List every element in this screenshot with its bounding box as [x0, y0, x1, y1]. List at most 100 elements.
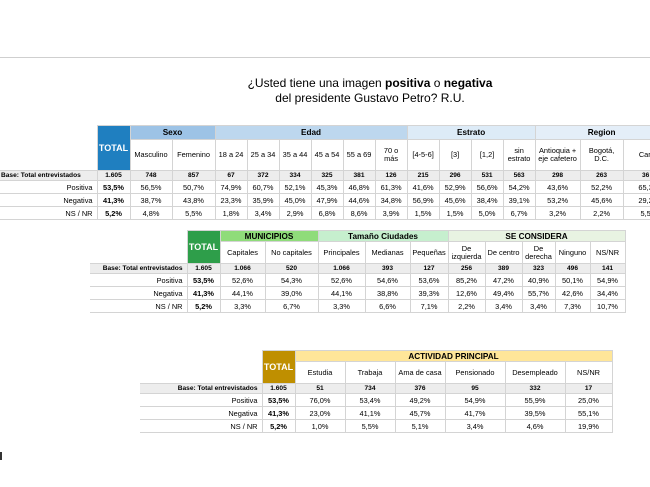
- cell: 50,1%: [554, 273, 591, 287]
- cell: 1,0%: [294, 419, 346, 433]
- cell: 41,1%: [344, 406, 396, 420]
- table-actividad: TOTAL ACTIVIDAD PRINCIPAL Estudia Trabaja Am…: [140, 350, 615, 433]
- cell: 1,5%: [406, 206, 440, 220]
- column-header: 35 a 44: [278, 139, 312, 171]
- cell: 19,9%: [564, 419, 613, 433]
- group-header: SE CONSIDERA: [447, 230, 626, 242]
- column-header: Femenino: [171, 139, 216, 171]
- column-header: sin estrato: [502, 139, 536, 171]
- cell: 12,6%: [447, 286, 486, 300]
- column-header: Principales: [317, 241, 366, 264]
- blank-cell: [140, 351, 262, 384]
- column-header: Desempleado: [504, 361, 566, 384]
- cell: 5,2%: [186, 299, 221, 313]
- cell: 3,9%: [374, 206, 408, 220]
- row-label: Base: Total entrevistados: [140, 383, 263, 394]
- column-header: Estudia: [294, 361, 346, 384]
- cell: 41,3%: [96, 193, 131, 207]
- cell: 520: [264, 263, 319, 274]
- cell: 44,6%: [342, 193, 376, 207]
- cell: 323: [521, 263, 556, 274]
- cell: 1.066: [219, 263, 266, 274]
- cell: 35,9%: [246, 193, 280, 207]
- cell: 55,1%: [564, 406, 613, 420]
- base-row: Base: Total entrevistados 1.605 51 734 376 95…: [140, 383, 613, 394]
- data-table: TOTAL Sexo Edad Estrato Region Masculino Femen…: [0, 125, 650, 220]
- group-header: Estrato: [406, 125, 536, 140]
- cell: 6,6%: [364, 299, 411, 313]
- cell: 7,3%: [554, 299, 591, 313]
- data-row: Negativa 41,3% 38,7% 43,8% 23,3% 35,9% 45,0% 47…: [0, 193, 650, 207]
- cell: 2,2%: [447, 299, 486, 313]
- column-header: NS/NR: [589, 241, 626, 264]
- column-header: De izquierda: [447, 241, 486, 264]
- cell: 53,6%: [409, 273, 449, 287]
- column-header: 55 a 69: [342, 139, 376, 171]
- total-header: TOTAL: [96, 125, 131, 171]
- cell: 52,6%: [317, 273, 366, 287]
- cell: 372: [246, 170, 280, 181]
- mark: [0, 452, 5, 460]
- header-row: TOTAL MUNICIPIOS Tamaño Ciudades SE CONSIDE…: [90, 230, 626, 264]
- cell: 1.605: [186, 263, 221, 274]
- row-label: Positiva: [140, 393, 263, 407]
- data-row: Positiva 53,5% 52,6% 54,3% 52,6% 54,6% 53,6% 85…: [90, 273, 626, 287]
- cell: 55,7%: [521, 286, 556, 300]
- row-label: Positiva: [0, 180, 98, 194]
- title-emphasis: positiva: [385, 76, 431, 90]
- cell: 7,1%: [409, 299, 449, 313]
- column-header: Trabaja: [344, 361, 396, 384]
- subheader-row: Capitales No capitales Principales Medianas…: [90, 241, 626, 264]
- cell: 334: [278, 170, 312, 181]
- cell: 85,2%: [447, 273, 486, 287]
- cell: 563: [502, 170, 536, 181]
- data-row: NS / NR 5,2% 4,8% 5,5% 1,8% 3,4% 2,9% 6,8% 8,6% 3…: [0, 206, 650, 220]
- column-header: NS/NR: [564, 361, 613, 384]
- data-table: TOTAL MUNICIPIOS Tamaño Ciudades SE CONSIDE…: [90, 230, 626, 313]
- cell: 1.066: [317, 263, 366, 274]
- data-table: TOTAL ACTIVIDAD PRINCIPAL Estudia Trabaja Am…: [140, 350, 613, 433]
- cell: 2,2%: [579, 206, 624, 220]
- cell: 42,6%: [554, 286, 591, 300]
- cell: 45,3%: [310, 180, 344, 194]
- row-label: NS / NR: [90, 299, 188, 313]
- cell: 54,9%: [589, 273, 626, 287]
- separator: [0, 57, 650, 58]
- cell: 39,3%: [409, 286, 449, 300]
- cell: 298: [534, 170, 581, 181]
- cell: 1,8%: [214, 206, 248, 220]
- column-header: [4-5-6]: [406, 139, 440, 171]
- title: ¿Usted tiene una imagen positiva o negat…: [190, 76, 550, 106]
- table-municipios: TOTAL MUNICIPIOS Tamaño Ciudades SE CONSIDE…: [90, 230, 630, 313]
- row-label: Base: Total entrevistados: [0, 170, 98, 181]
- group-header: MUNICIPIOS: [219, 230, 319, 242]
- column-header: Bogotá, D.C.: [579, 139, 624, 171]
- column-header: No capitales: [264, 241, 319, 264]
- cell: 1.605: [261, 383, 296, 394]
- row-label: Positiva: [90, 273, 188, 287]
- cell: 54,9%: [444, 393, 506, 407]
- column-header: Pensionado: [444, 361, 506, 384]
- column-header: De derecha: [521, 241, 556, 264]
- cell: 52,2%: [579, 180, 624, 194]
- header-row: TOTAL Sexo Edad Estrato Region: [0, 125, 650, 171]
- cell: 1.605: [96, 170, 131, 181]
- data-row: Positiva 53,5% 76,0% 53,4% 49,2% 54,9% 55,9% 25…: [140, 393, 613, 407]
- cell: 43,8%: [171, 193, 216, 207]
- cell: 23,0%: [294, 406, 346, 420]
- total-header: TOTAL: [261, 350, 296, 384]
- blank-cell: [0, 126, 97, 171]
- cell: 5,5%: [344, 419, 396, 433]
- cell: 53,2%: [534, 193, 581, 207]
- column-header: 45 a 54: [310, 139, 344, 171]
- column-header: [1,2]: [470, 139, 504, 171]
- cell: 3,3%: [317, 299, 366, 313]
- cell: 8,6%: [342, 206, 376, 220]
- blank-cell: [90, 231, 187, 264]
- cell: 3,4%: [246, 206, 280, 220]
- cell: 127: [409, 263, 449, 274]
- title-emphasis: negativa: [443, 76, 493, 90]
- cell: 39,0%: [264, 286, 319, 300]
- cell: 56,6%: [470, 180, 504, 194]
- base-row: Base: Total entrevistados 1.605 748 857 67 37…: [0, 170, 650, 181]
